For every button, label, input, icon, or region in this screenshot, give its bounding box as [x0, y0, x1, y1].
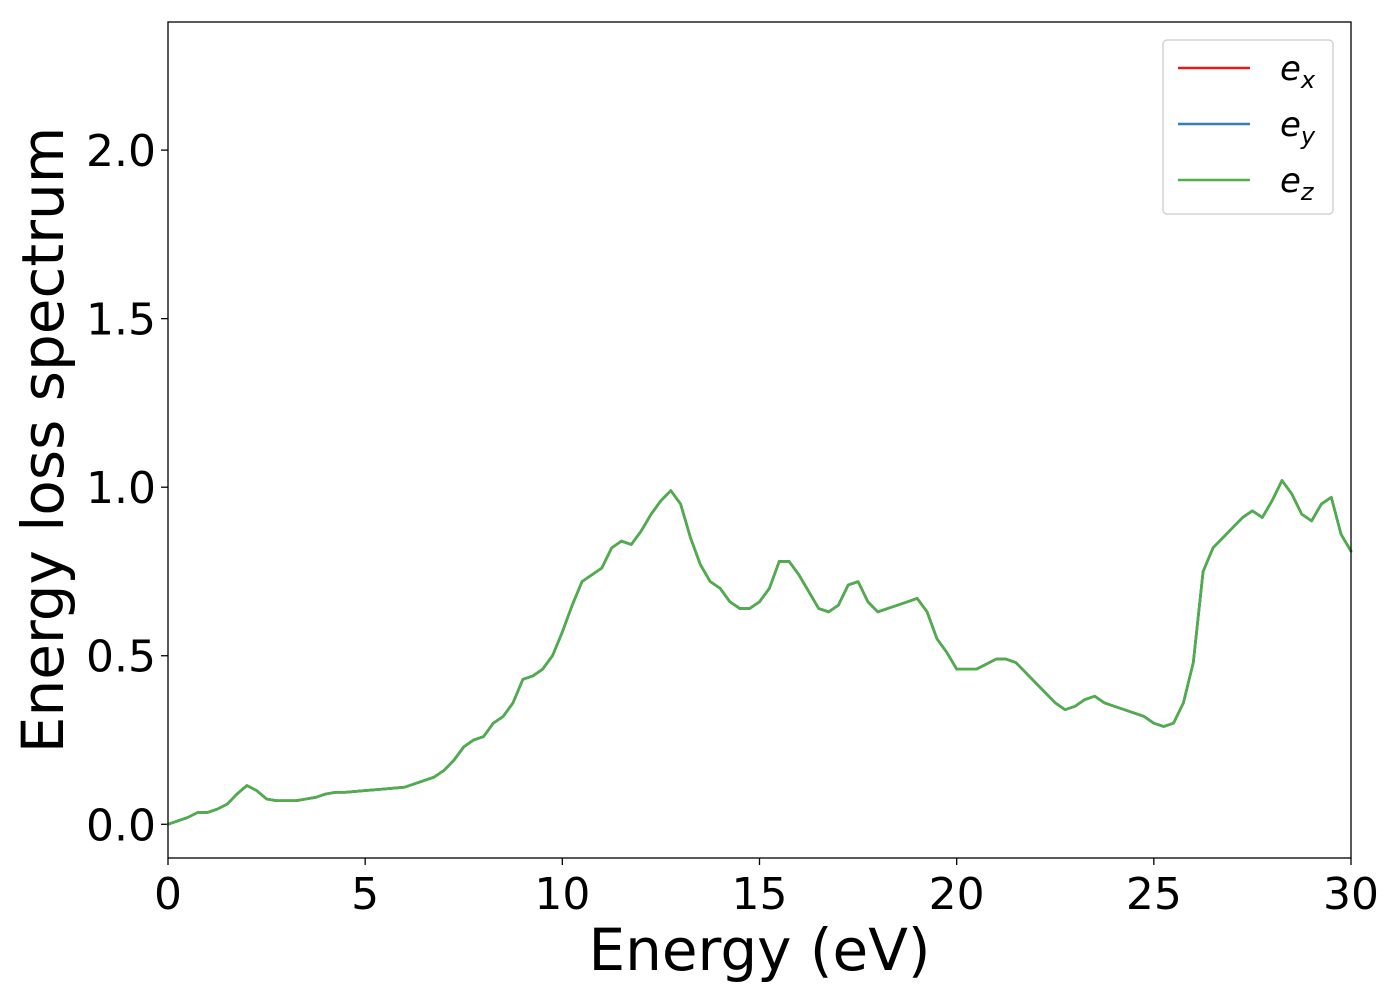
- x-tick-label: 20: [929, 869, 985, 920]
- series-line-e_x: [166, 479, 1353, 826]
- legend-label-e_y: ey: [1280, 105, 1316, 150]
- legend-label-subscript: x: [1300, 66, 1316, 94]
- plot-frame: [167, 21, 1352, 859]
- legend-label-base: e: [1280, 161, 1301, 201]
- y-tick-label: 0.0: [86, 800, 156, 851]
- series-layer: [166, 479, 1353, 826]
- x-tick-label: 0: [154, 869, 182, 920]
- x-tick-label: 25: [1126, 869, 1182, 920]
- legend-label-base: e: [1280, 49, 1301, 89]
- x-tick-label: 5: [351, 869, 379, 920]
- x-tick-label: 10: [534, 869, 590, 920]
- legend-label-e_z: ez: [1280, 161, 1315, 206]
- series-line-e_y: [166, 479, 1353, 826]
- ticks-layer: 0 5 10 15 20 25 30 0.0 0.5 1.0 1.5 2.0: [86, 126, 1379, 920]
- legend-label-e_x: ex: [1280, 49, 1316, 94]
- legend-box: [1162, 39, 1334, 215]
- legend-label-base: e: [1280, 105, 1301, 145]
- y-tick-label: 1.0: [86, 463, 156, 514]
- y-tick-label: 1.5: [86, 295, 156, 346]
- y-axis-label: Energy loss spectrum: [9, 127, 77, 753]
- x-axis-label: Energy (eV): [588, 916, 930, 984]
- x-tick-label: 15: [732, 869, 788, 920]
- y-tick-label: 0.5: [86, 632, 156, 683]
- legend-label-subscript: y: [1300, 122, 1316, 150]
- x-tick-label: 30: [1323, 869, 1379, 920]
- series-line-e_z: [166, 479, 1353, 826]
- y-tick-label: 2.0: [86, 126, 156, 177]
- legend-label-subscript: z: [1300, 178, 1315, 206]
